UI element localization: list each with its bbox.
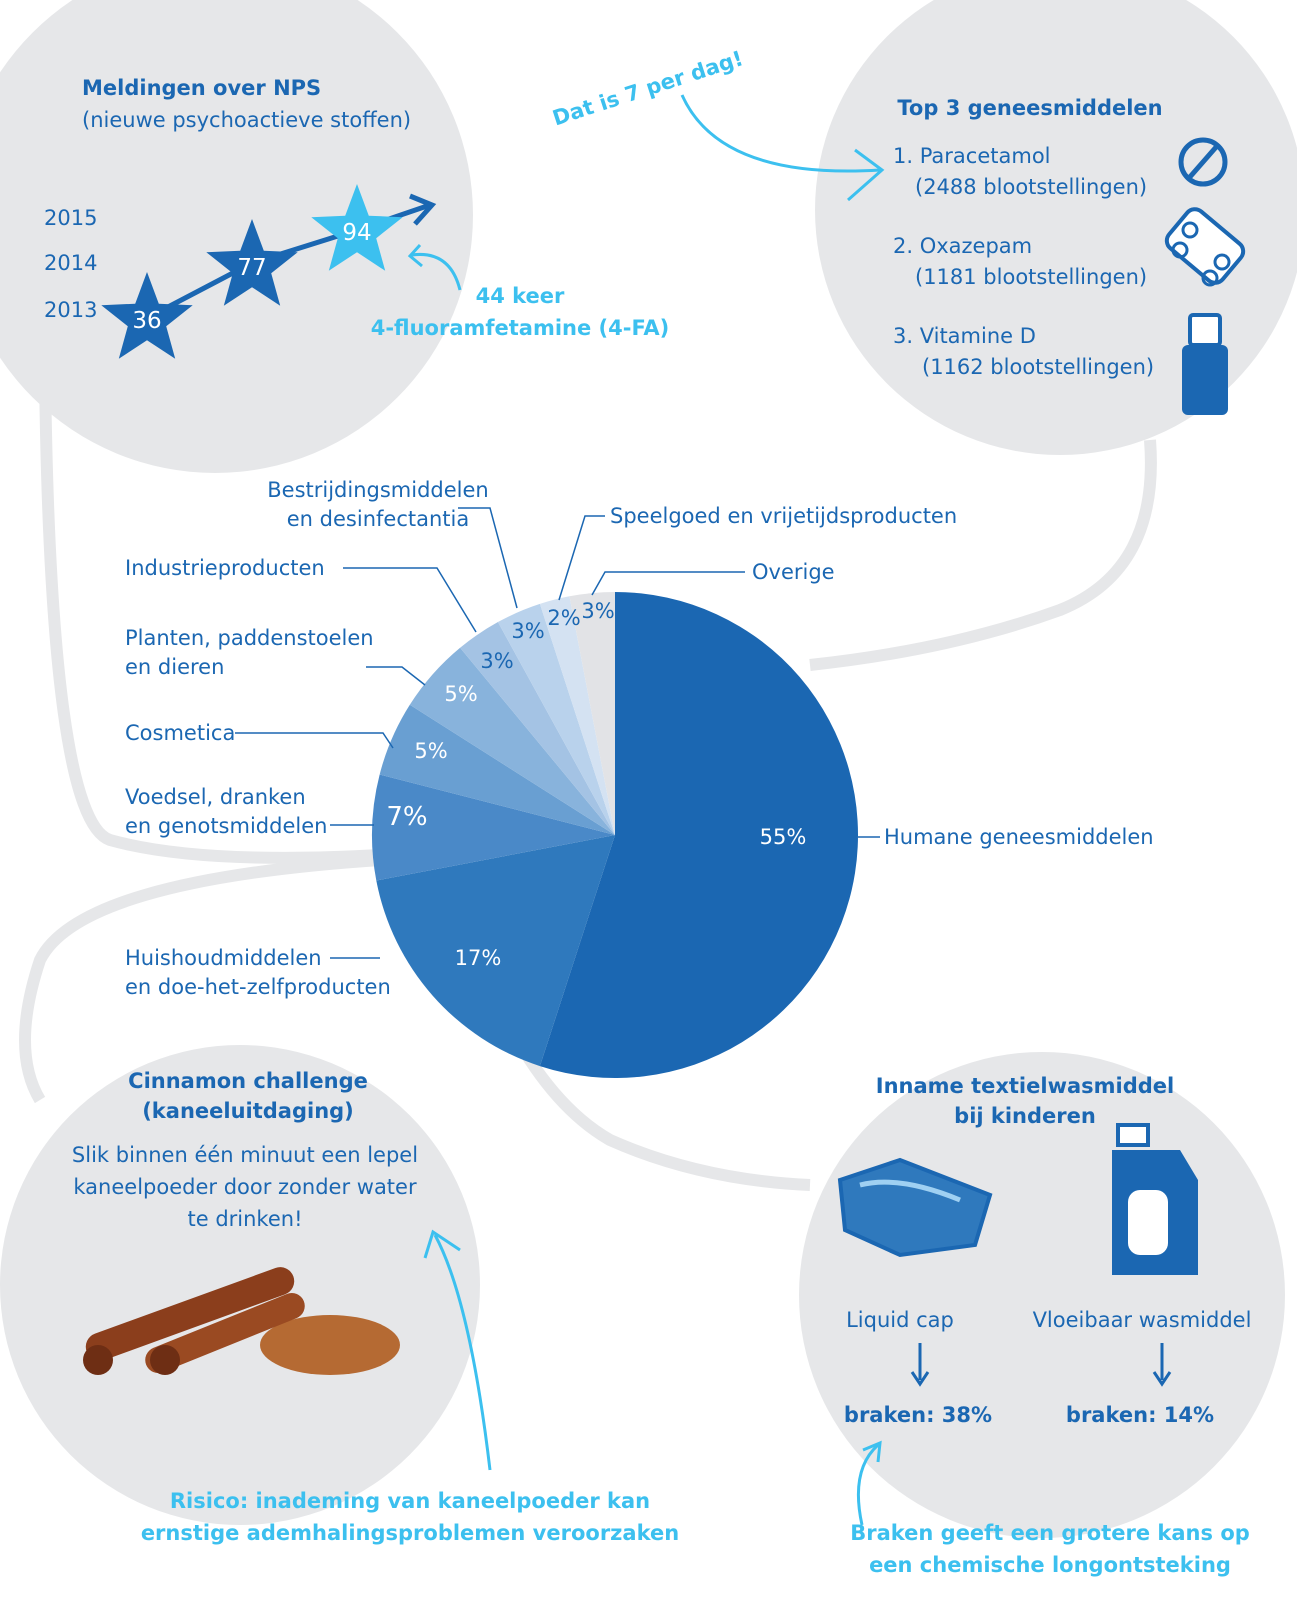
wash-label: Liquid cap [846, 1308, 954, 1332]
wash-title: Inname textielwasmiddel [876, 1074, 1174, 1098]
leader-line [366, 667, 425, 685]
category-label: Humane geneesmiddelen [884, 825, 1154, 849]
year-label: 2014 [44, 251, 97, 275]
leader-line [235, 733, 393, 748]
star-count: 94 [342, 220, 371, 246]
nps-title: Meldingen over NPS [82, 76, 321, 100]
category-label: Industrieproducten [125, 556, 325, 580]
wash-result: braken: 38% [844, 1403, 992, 1427]
nps-note: 4-fluoramfetamine (4-FA) [371, 316, 670, 340]
drug-detail: (1162 blootstellingen) [922, 355, 1154, 379]
star-count: 77 [237, 255, 266, 281]
cinnamon-title: (kaneeluitdaging) [142, 1099, 354, 1123]
leader-line [343, 568, 476, 632]
value-label: 17% [455, 946, 502, 970]
wash-label: Vloeibaar wasmiddel [1033, 1308, 1252, 1332]
drug-detail: (2488 blootstellingen) [915, 175, 1147, 199]
drug-detail: (1181 blootstellingen) [915, 265, 1147, 289]
wash-note: Braken geeft een grotere kans op [850, 1521, 1250, 1545]
top3-title: Top 3 geneesmiddelen [897, 96, 1162, 120]
cinnamon-risk: Risico: inademing van kaneelpoeder kan [170, 1489, 650, 1513]
value-label: 7% [386, 802, 427, 832]
wash-note: een chemische longontsteking [869, 1553, 1231, 1577]
value-label: 5% [444, 682, 477, 706]
value-label: 55% [760, 825, 807, 849]
callout: Dat is 7 per dag! [550, 46, 746, 130]
nps-subtitle: (nieuwe psychoactieve stoffen) [82, 108, 411, 132]
leader-line [559, 516, 605, 600]
wash-result: braken: 14% [1066, 1403, 1214, 1427]
drug-name: 1. Paracetamol [893, 144, 1051, 168]
wash-title: bij kinderen [954, 1104, 1096, 1128]
star-count: 36 [132, 308, 161, 334]
year-label: 2015 [44, 206, 97, 230]
nps-note: 44 keer [476, 284, 565, 308]
cinnamon-body: Slik binnen één minuut een lepel [72, 1143, 418, 1167]
cinnamon-risk: ernstige ademhalingsproblemen veroorzake… [141, 1521, 679, 1545]
infographic: Meldingen over NPS (nieuwe psychoactieve… [0, 0, 1297, 1601]
value-label: 3% [480, 649, 513, 673]
category-label: Overige [752, 560, 835, 584]
value-label: 2% [547, 606, 580, 630]
year-label: 2013 [44, 298, 97, 322]
value-label: 3% [511, 619, 544, 643]
drug-name: 2. Oxazepam [893, 234, 1032, 258]
cinnamon-body: te drinken! [188, 1207, 303, 1231]
value-label: 5% [414, 739, 447, 763]
leader-line [592, 572, 745, 595]
cinnamon-title: Cinnamon challenge [128, 1069, 368, 1093]
value-label: 3% [581, 599, 614, 623]
category-label: Cosmetica [125, 721, 235, 745]
cinnamon-body: kaneelpoeder door zonder water [73, 1175, 417, 1199]
drug-name: 3. Vitamine D [893, 324, 1036, 348]
category-label: Speelgoed en vrijetijdsproducten [610, 504, 957, 528]
